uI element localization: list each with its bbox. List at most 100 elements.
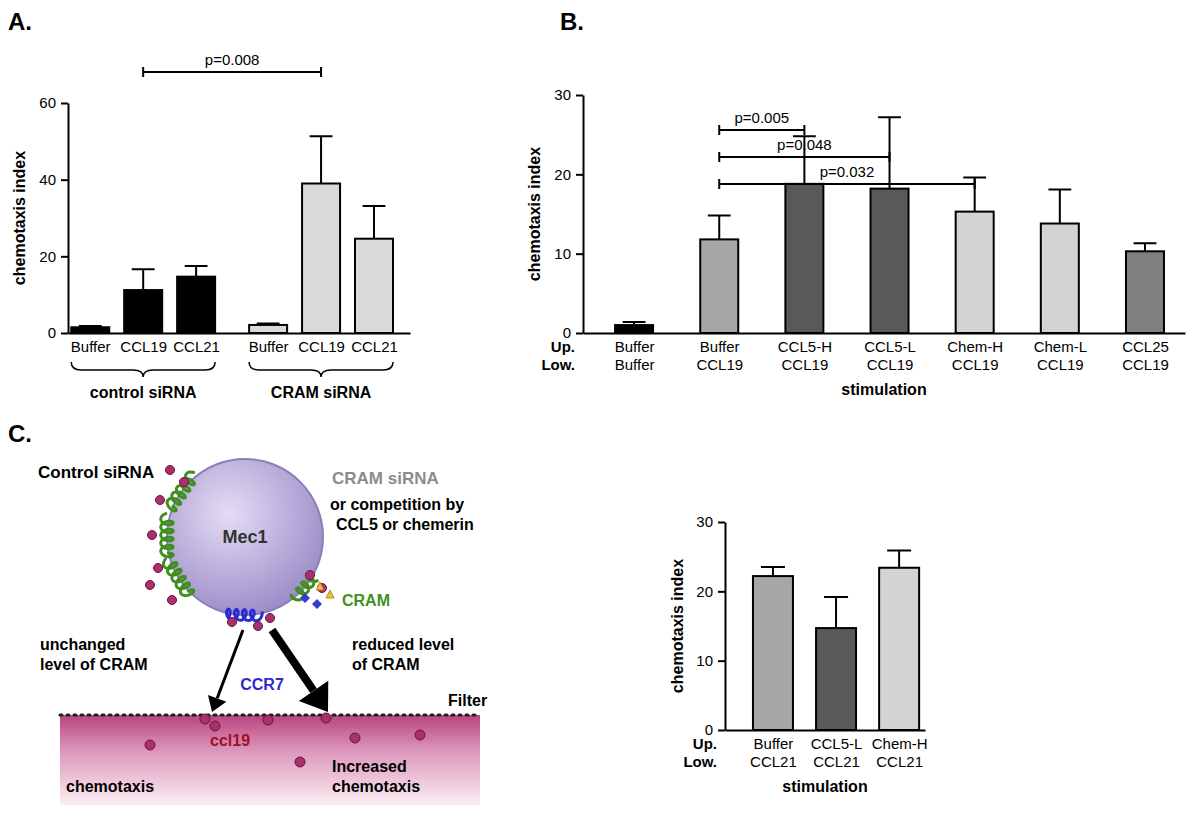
chemokine-dot (145, 740, 155, 750)
receptor-label: CCR7 (240, 676, 284, 693)
error-bar (887, 550, 911, 567)
diagram-label: level of CRAM (40, 656, 148, 673)
x-tick: Chem-H (872, 730, 928, 752)
y-tick-label: 40 (39, 171, 56, 188)
chart-panel: 0102030BufferCCL5-LChem-HCCL21CCL21CCL21… (669, 513, 928, 795)
diagram-label: Increased (332, 758, 407, 775)
chemokine-dot (306, 571, 315, 580)
significance-label: p=0.032 (820, 163, 875, 180)
y-tick-label: 20 (39, 248, 56, 265)
x-tick-label: CCL21 (750, 753, 797, 770)
bar (871, 189, 909, 333)
diagram-label: chemotaxis (66, 778, 154, 795)
x-tick: Chem-H (947, 333, 1003, 355)
significance-bracket (719, 179, 974, 189)
significance-label: p=0.048 (777, 136, 832, 153)
bar (71, 327, 109, 333)
x-tick: CCL19 (867, 333, 914, 373)
error-bar (761, 567, 785, 576)
significance-bracket (719, 125, 804, 135)
x-tick-label: Chem-L (1034, 338, 1087, 355)
y-tick-label: 30 (554, 86, 571, 103)
chemokine-dot (168, 596, 177, 605)
x-tick-label: CCL19 (782, 356, 829, 373)
group-label: CRAM siRNA (271, 384, 372, 401)
y-tick-mark (718, 660, 725, 662)
receptor (161, 513, 174, 557)
receptor (167, 472, 195, 511)
error-bar (257, 323, 280, 325)
x-tick: CCL19 (696, 333, 743, 373)
error-bar (824, 597, 848, 628)
x-tick-label: CCL19 (952, 356, 999, 373)
x-axis-title: stimulation (841, 381, 926, 398)
chemokine-label: ccl19 (210, 732, 250, 749)
error-bar (363, 206, 386, 239)
y-axis: 0102030 (554, 86, 583, 341)
x-tick-label: CCL21 (876, 753, 923, 770)
y-tick: 10 (696, 652, 725, 669)
figure: 0204060BufferCCL19CCL21BufferCCL19CCL21c… (0, 0, 1200, 820)
x-tick-label: Chem-H (872, 735, 928, 752)
y-axis-line (725, 523, 727, 731)
y-tick: 30 (554, 86, 583, 103)
x-tick: Buffer (615, 333, 655, 355)
bar (1041, 224, 1079, 333)
chemokine-dot (415, 730, 425, 740)
filter-medium (60, 715, 480, 805)
x-axis: BufferBufferCCL5-HCCL5-LChem-HChem-LCCL2… (584, 333, 1186, 355)
y-axis-title: chemotaxis index (669, 559, 686, 693)
x-axis-line (69, 333, 411, 335)
chemokine-dot (156, 496, 165, 505)
x-tick-label: Buffer (249, 338, 289, 355)
y-tick-label: 10 (696, 652, 713, 669)
y-tick: 0 (48, 324, 68, 341)
chemokine-dot (295, 757, 305, 767)
error-bar (310, 136, 333, 183)
y-tick: 30 (696, 513, 725, 530)
receptor-label: CRAM (342, 592, 390, 609)
y-tick-mark (576, 95, 583, 97)
y-tick-mark (61, 103, 68, 105)
x-tick-label: Buffer (615, 356, 655, 373)
y-tick: 20 (696, 583, 725, 600)
arrow-head (299, 681, 328, 712)
y-tick-mark (576, 174, 583, 176)
x-tick: CCL5-L (811, 730, 863, 752)
x-tick-label: CCL25 (1122, 338, 1169, 355)
y-axis: 0204060 (39, 94, 68, 341)
arrow-head (208, 695, 226, 712)
chemokine-dot (200, 714, 210, 724)
x-axis-lower-row: BufferCCL19CCL19CCL19CCL19CCL19CCL19 (615, 333, 1169, 373)
bar (753, 576, 793, 730)
row-label: Up. (551, 338, 575, 355)
y-tick-label: 0 (48, 324, 56, 341)
bar (1126, 251, 1164, 333)
bar (956, 212, 994, 333)
y-tick-mark (61, 179, 68, 181)
plot-area (753, 550, 919, 730)
x-tick-label: CCL19 (1122, 356, 1169, 373)
chemokine-dot (228, 618, 237, 627)
x-tick: CCL19 (1037, 333, 1084, 373)
competitor (300, 593, 322, 609)
panel-label: C. (8, 420, 32, 447)
x-axis: BufferCCL19CCL21BufferCCL19CCL21 (69, 333, 411, 355)
chemokine-dot (266, 614, 275, 623)
error-bar (79, 326, 102, 327)
bar (700, 239, 738, 333)
chemokine-dot (146, 581, 155, 590)
x-tick-label: Buffer (615, 338, 655, 355)
diagram: C.Mec1Control siRNACRAM siRNAor competit… (8, 420, 487, 805)
diagram-label: Filter (448, 692, 487, 709)
x-tick: Buffer (700, 333, 740, 355)
chemokine-dot (210, 721, 220, 731)
bar (302, 184, 340, 334)
plot-area (615, 117, 1164, 333)
group-brace (249, 362, 393, 377)
error-bar (708, 216, 731, 240)
row-label: Low. (541, 356, 575, 373)
significance-label: p=0.008 (205, 51, 260, 68)
bar (879, 568, 919, 730)
error-bar (1134, 243, 1157, 251)
